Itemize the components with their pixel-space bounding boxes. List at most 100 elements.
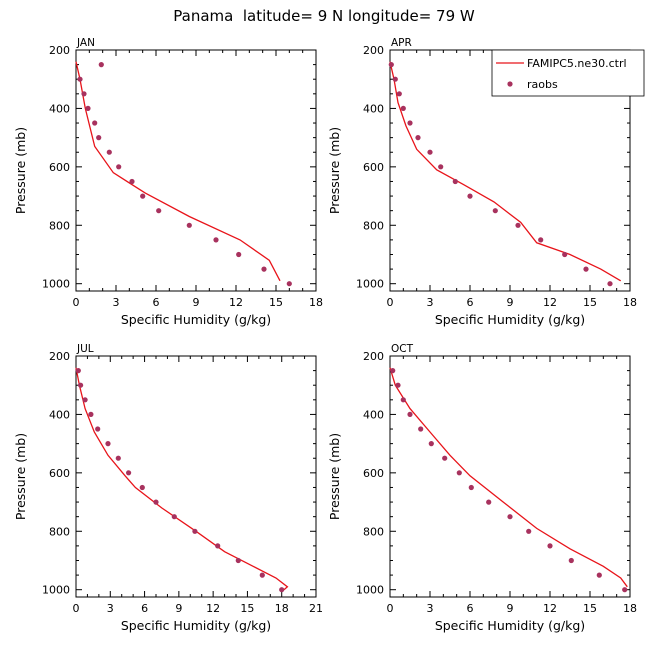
obs-point: [236, 251, 242, 258]
obs-point: [515, 222, 521, 228]
x-tick-label: 9: [507, 296, 514, 309]
model-series-line: [389, 367, 628, 588]
obs-point: [88, 411, 94, 417]
obs-point: [390, 368, 396, 374]
obs-point: [568, 557, 574, 564]
obs-point: [286, 281, 292, 287]
y-axis-label: Pressure (mb): [13, 433, 28, 520]
obs-point: [395, 382, 401, 388]
obs-point: [85, 105, 91, 111]
obs-point: [186, 222, 192, 228]
obs-point: [427, 149, 433, 155]
obs-point: [438, 164, 444, 170]
y-tick-label: 400: [363, 102, 384, 115]
legend-obs-swatch: [507, 81, 513, 87]
obs-point: [388, 62, 394, 68]
panel-label: OCT: [391, 343, 414, 355]
obs-point: [507, 514, 513, 520]
obs-point: [400, 105, 406, 111]
model-series-line: [75, 61, 281, 282]
obs-point: [396, 91, 402, 97]
obs-point: [98, 62, 104, 68]
panels: JAN 0 3 6 9 12 15 18 200 400 600 800 1000 Specific Hu…: [13, 37, 637, 633]
y-tick-label: 800: [49, 219, 70, 232]
panel-label: JUL: [76, 343, 94, 355]
x-axis-label: Specific Humidity (g/kg): [435, 312, 585, 327]
obs-point: [538, 237, 544, 243]
obs-point: [547, 543, 553, 549]
obs-point: [486, 499, 492, 505]
obs-point: [392, 76, 398, 82]
obs-point: [407, 120, 413, 126]
y-tick-label: 1000: [42, 278, 70, 291]
x-axis-label: Specific Humidity (g/kg): [121, 312, 271, 327]
y-tick-label: 800: [49, 525, 70, 538]
obs-point: [215, 543, 221, 549]
obs-point: [622, 587, 628, 593]
panel-apr: APR 0 3 6 9 12 15 18 200 400 600 800 1000 Specific Hu…: [327, 37, 637, 327]
obs-point: [156, 208, 162, 214]
y-tick-label: 600: [49, 467, 70, 480]
obs-point: [171, 514, 177, 520]
obs-point: [105, 441, 111, 447]
obs-point: [129, 178, 135, 185]
obs-point: [116, 164, 122, 170]
x-tick-label: 12: [206, 602, 220, 615]
obs-point: [407, 411, 413, 417]
obs-point: [442, 455, 448, 461]
y-tick-label: 600: [49, 161, 70, 174]
x-tick-label: 3: [113, 296, 120, 309]
model-series-line: [75, 367, 289, 591]
obs-point: [596, 572, 602, 578]
panel-jan: JAN 0 3 6 9 12 15 18 200 400 600 800 1000 Specific Hu…: [13, 37, 323, 327]
y-tick-label: 200: [49, 350, 70, 363]
obs-point: [140, 193, 146, 199]
y-tick-label: 1000: [356, 278, 384, 291]
x-tick-label: 6: [467, 602, 474, 615]
legend-obs-label: raobs: [527, 78, 558, 91]
x-tick-label: 6: [153, 296, 160, 309]
obs-point: [583, 266, 589, 272]
y-tick-label: 200: [363, 44, 384, 57]
panel-label: JAN: [76, 37, 95, 49]
obs-point: [126, 470, 132, 476]
y-tick-label: 600: [363, 161, 384, 174]
obs-point: [456, 470, 462, 476]
x-tick-label: 15: [240, 602, 254, 615]
x-tick-label: 15: [583, 602, 597, 615]
x-tick-label: 15: [269, 296, 283, 309]
x-tick-label: 18: [309, 296, 323, 309]
panel-jul: JUL 0 3 6 9 12 15 18 21 200 400 600 800 1000 Specific …: [13, 343, 323, 633]
obs-point: [261, 266, 267, 272]
x-tick-label: 6: [141, 602, 148, 615]
obs-point: [96, 135, 102, 141]
obs-point: [235, 557, 241, 564]
obs-point: [77, 76, 83, 82]
panel-label: APR: [391, 37, 412, 49]
obs-point: [92, 120, 98, 126]
y-tick-label: 1000: [42, 584, 70, 597]
x-tick-label: 0: [73, 296, 80, 309]
obs-point: [259, 572, 265, 578]
obs-point: [78, 382, 84, 388]
x-tick-label: 18: [623, 296, 637, 309]
x-tick-label: 6: [467, 296, 474, 309]
obs-point: [428, 441, 434, 447]
obs-point: [213, 237, 219, 243]
x-tick-label: 15: [583, 296, 597, 309]
y-tick-label: 400: [363, 408, 384, 421]
obs-point: [279, 587, 285, 593]
x-tick-label: 3: [427, 296, 434, 309]
y-axis-label: Pressure (mb): [327, 433, 342, 520]
x-axis-label: Specific Humidity (g/kg): [435, 618, 585, 633]
x-tick-label: 0: [387, 296, 394, 309]
x-tick-label: 21: [309, 602, 323, 615]
panel-oct: OCT 0 3 6 9 12 15 18 200 400 600 800 1000 Specific Hu…: [327, 343, 637, 633]
y-tick-label: 800: [363, 525, 384, 538]
obs-point: [75, 368, 81, 374]
obs-point: [492, 208, 498, 214]
y-axis-label: Pressure (mb): [327, 127, 342, 214]
figure-title: Panama latitude= 9 N longitude= 79 W: [173, 7, 475, 25]
obs-point: [400, 397, 406, 403]
